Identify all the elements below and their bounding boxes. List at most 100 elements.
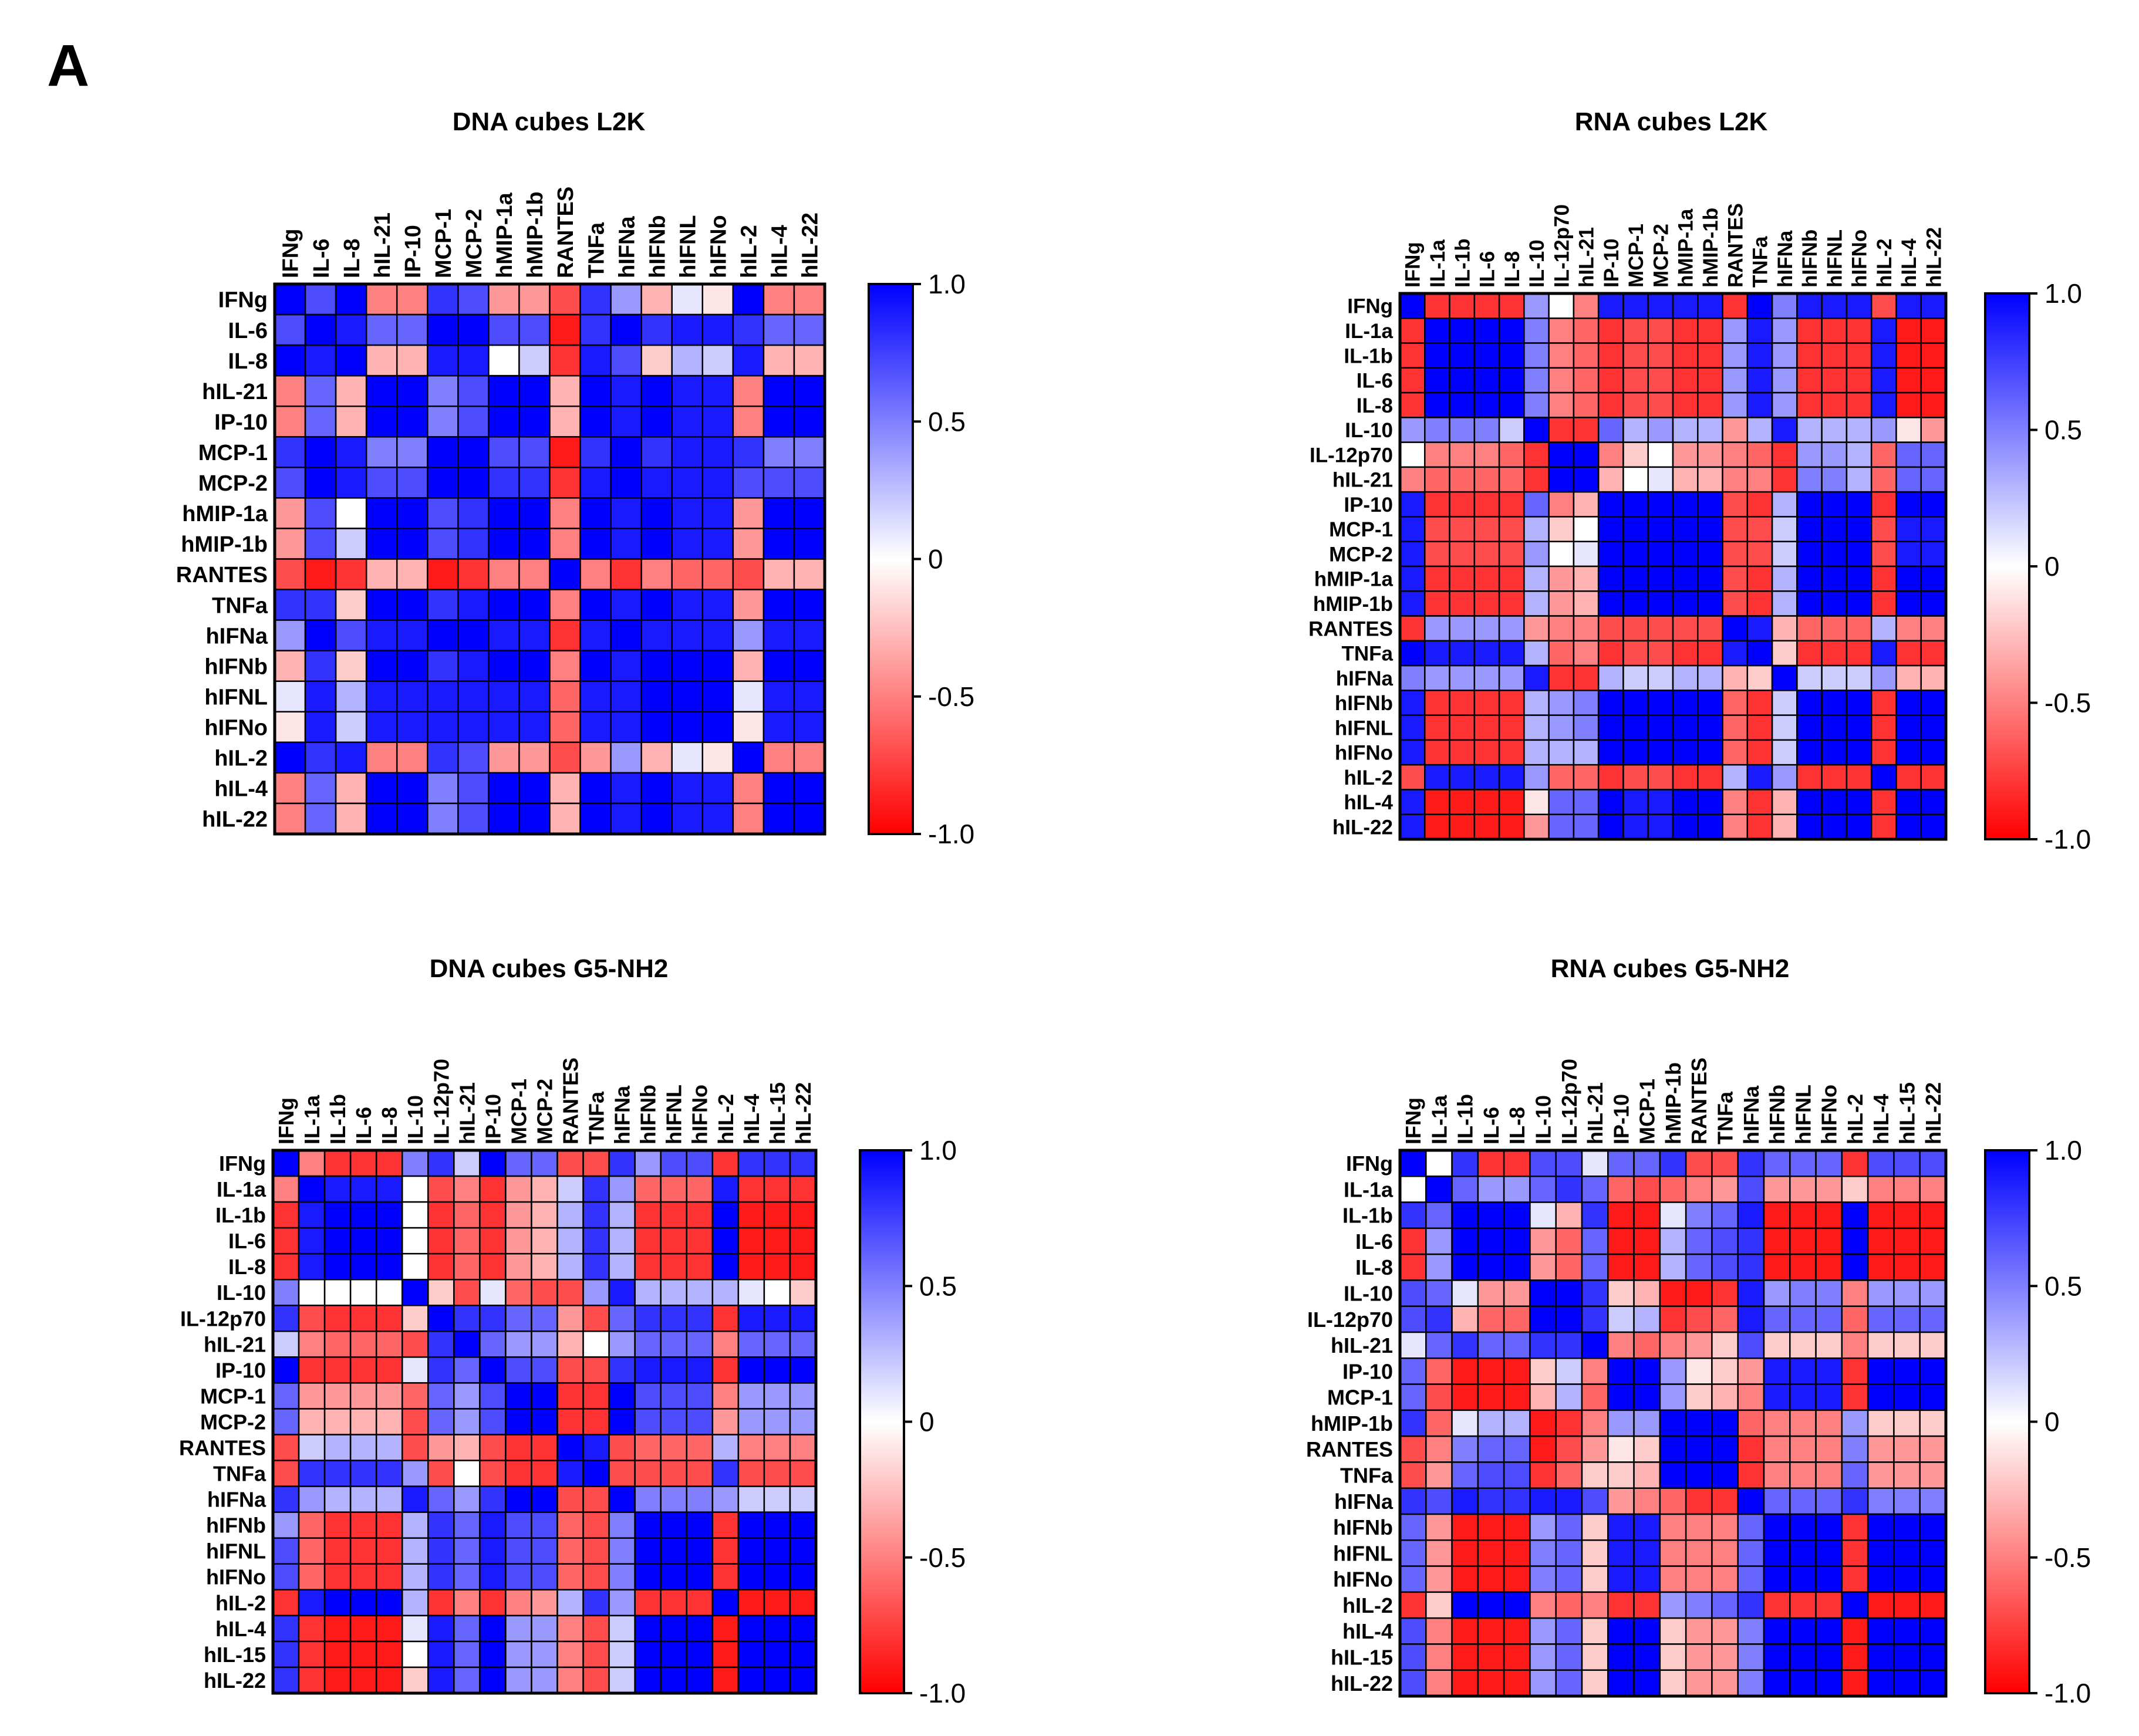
heatmap-cell xyxy=(1597,417,1624,443)
row-label: IL-12p70 xyxy=(1310,444,1393,467)
heatmap-cell xyxy=(335,528,367,560)
column-label: IFNg xyxy=(1402,242,1425,288)
heatmap-cell xyxy=(579,528,612,560)
heatmap-cell xyxy=(1815,1253,1843,1281)
heatmap-cell xyxy=(711,1305,740,1332)
heatmap-cell xyxy=(505,1485,532,1513)
heatmap-cell xyxy=(789,1330,817,1358)
heatmap-cell xyxy=(1548,789,1575,815)
heatmap-cell xyxy=(1451,1513,1479,1541)
column-label: RANTES xyxy=(554,187,578,278)
heatmap-cell xyxy=(1867,1331,1895,1359)
row-label: IL-6 xyxy=(1357,370,1393,393)
heatmap-cell xyxy=(365,558,398,590)
colorbar-tick-label: -1.0 xyxy=(919,1678,966,1708)
heatmap-cell xyxy=(1573,714,1600,741)
heatmap-cell xyxy=(304,497,337,529)
heatmap-cell xyxy=(1498,466,1525,493)
heatmap-cell xyxy=(1451,1461,1479,1489)
column-label: hIL-2 xyxy=(714,1094,738,1144)
heatmap-cell xyxy=(304,344,337,377)
row-label: hIL-15 xyxy=(204,1643,266,1667)
heatmap-cell xyxy=(1685,1176,1713,1203)
heatmap-cell xyxy=(1477,1253,1505,1281)
heatmap-cell xyxy=(737,1175,765,1203)
heatmap-cell xyxy=(608,1175,636,1203)
column-label: IL-1a xyxy=(300,1095,324,1144)
heatmap-cell xyxy=(1893,1383,1921,1411)
heatmap-cell xyxy=(634,1175,662,1203)
heatmap-cell xyxy=(1841,1331,1869,1359)
row-label: hIL-4 xyxy=(1342,1619,1393,1643)
heatmap-cell xyxy=(272,1511,300,1539)
heatmap-cell xyxy=(1597,391,1624,418)
heatmap-cell xyxy=(789,1305,817,1332)
heatmap-cell xyxy=(1622,441,1649,468)
heatmap-border xyxy=(273,282,826,836)
heatmap-cell xyxy=(375,1589,403,1617)
heatmap-cell xyxy=(1893,1617,1921,1645)
heatmap-cell xyxy=(634,1434,662,1461)
heatmap-cell xyxy=(1473,664,1500,691)
heatmap-cell xyxy=(1895,417,1922,443)
heatmap-cell xyxy=(531,1330,558,1358)
heatmap-cell xyxy=(1867,1565,1895,1593)
heatmap-cell xyxy=(671,589,704,621)
heatmap-cell xyxy=(304,680,337,713)
heatmap-cell xyxy=(1796,417,1823,443)
row-label: hIL-2 xyxy=(215,1591,266,1615)
heatmap-cell xyxy=(732,528,765,560)
heatmap-cell xyxy=(1503,1227,1531,1255)
heatmap-cell xyxy=(1893,1487,1921,1515)
heatmap-cell xyxy=(1607,1669,1635,1697)
heatmap-cell xyxy=(1846,739,1873,766)
heatmap-cell xyxy=(1815,1149,1843,1177)
heatmap-cell xyxy=(479,1563,507,1591)
heatmap-cell xyxy=(298,1408,326,1436)
heatmap-cell xyxy=(1815,1487,1843,1515)
heatmap-cell xyxy=(1870,640,1897,667)
heatmap-cell xyxy=(737,1201,765,1229)
column-label: hIFNa xyxy=(615,216,639,278)
heatmap-cell xyxy=(640,772,673,805)
heatmap-cell xyxy=(1451,1435,1479,1463)
column-label: hIL-22 xyxy=(1922,227,1945,288)
heatmap-cell xyxy=(1737,1513,1765,1541)
heatmap-cell xyxy=(1633,1149,1661,1177)
row-label: hIFNb xyxy=(1333,1515,1393,1539)
heatmap-cell xyxy=(1711,1279,1739,1307)
heatmap-cell xyxy=(323,1485,352,1513)
heatmap-cell xyxy=(298,1434,326,1461)
heatmap-cell xyxy=(479,1330,507,1358)
heatmap-cell xyxy=(610,650,642,682)
row-label: hIL-2 xyxy=(1342,1593,1393,1617)
heatmap-cell xyxy=(272,1563,300,1591)
heatmap-cell xyxy=(763,1382,791,1410)
heatmap-cell xyxy=(582,1278,610,1306)
row-label: hIL-4 xyxy=(214,777,268,802)
heatmap-cell xyxy=(1893,1669,1921,1697)
heatmap-cell xyxy=(1548,541,1575,568)
heatmap-cell xyxy=(1672,640,1699,667)
heatmap-cell xyxy=(349,1408,377,1436)
heatmap-cell xyxy=(505,1563,532,1591)
heatmap-cell xyxy=(1746,690,1773,716)
heatmap-cell xyxy=(427,1615,455,1643)
heatmap-cell xyxy=(763,1511,791,1539)
heatmap-cell xyxy=(1399,318,1426,344)
column-label: hIFNa xyxy=(610,1085,635,1144)
heatmap-cell xyxy=(365,313,398,346)
heatmap-cell xyxy=(1399,1669,1427,1697)
heatmap-cell xyxy=(1647,640,1674,667)
heatmap-cell xyxy=(1622,342,1649,369)
heatmap-cell xyxy=(479,1201,507,1229)
heatmap-cell xyxy=(1633,1565,1661,1593)
heatmap-cell xyxy=(1722,664,1749,691)
heatmap-cell xyxy=(763,711,795,744)
heatmap-cell xyxy=(1529,1591,1557,1619)
heatmap-cell xyxy=(1529,1669,1557,1697)
column-label: IL-8 xyxy=(1501,251,1524,288)
heatmap-cell xyxy=(763,558,795,590)
heatmap-cell xyxy=(396,467,429,499)
heatmap-cell xyxy=(1746,640,1773,667)
